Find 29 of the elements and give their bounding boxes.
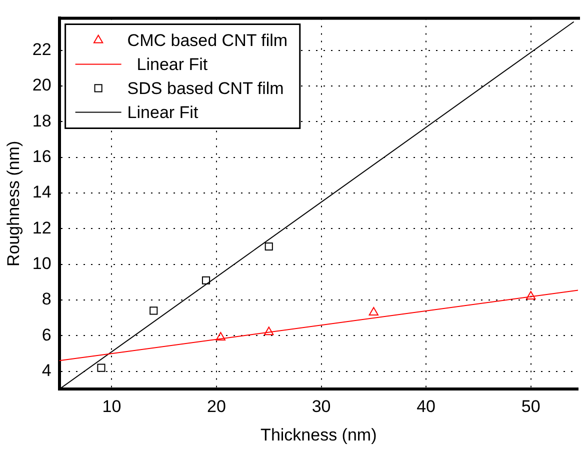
x-tick-label: 40 (416, 397, 436, 416)
y-tick-label: 14 (32, 182, 52, 202)
legend-label: Linear Fit (127, 102, 198, 122)
legend-label: SDS based CNT film (127, 78, 284, 98)
point (150, 306, 158, 315)
y-tick-label: 4 (42, 361, 52, 380)
y-axis-title: Roughness (nm) (4, 140, 23, 267)
y-tick-label: 6 (42, 325, 52, 344)
y-tick-label: 16 (32, 147, 52, 166)
x-tick-label: 20 (207, 397, 226, 416)
point (202, 276, 210, 284)
y-tick-label: 20 (32, 76, 52, 95)
y-tick-label: 12 (32, 218, 52, 238)
legend-label: CMC based CNT film (127, 30, 288, 50)
point (264, 242, 273, 251)
x-tick-label: 50 (521, 397, 540, 416)
point (264, 326, 274, 336)
y-tick-label: 10 (32, 254, 52, 274)
y-tick-label: 18 (32, 111, 52, 130)
point (526, 290, 536, 300)
point (368, 307, 378, 316)
y-tick-label: 8 (42, 290, 52, 309)
x-tick-label: 30 (312, 397, 331, 416)
point (97, 364, 106, 372)
x-tick-label: 10 (102, 397, 122, 416)
x-axis-title: Thickness (nm) (260, 425, 377, 444)
point (216, 332, 226, 340)
y-tick-label: 22 (32, 40, 52, 59)
legend-label: Linear Fit (127, 54, 208, 74)
